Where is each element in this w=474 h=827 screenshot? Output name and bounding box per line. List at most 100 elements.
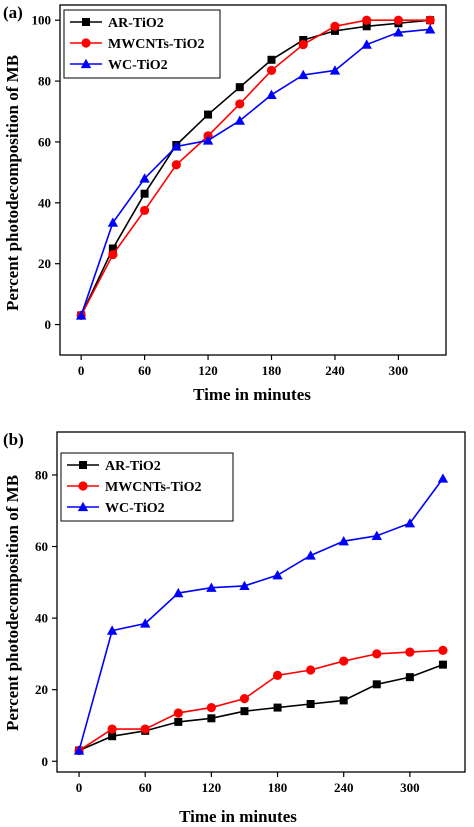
data-point	[108, 244, 117, 253]
data-point	[362, 15, 372, 25]
data-point	[140, 189, 149, 198]
series-circle-b	[74, 645, 448, 756]
series-line	[78, 663, 444, 752]
y-tick-label: 20	[35, 682, 48, 697]
data-point	[437, 473, 449, 483]
series-layer-a	[75, 15, 436, 321]
data-point	[207, 714, 216, 723]
series-line	[80, 28, 431, 316]
data-point	[361, 39, 372, 49]
legend-label: WC-TiO2	[108, 58, 168, 73]
legend-marker	[82, 18, 90, 26]
series-layer-b	[73, 473, 449, 756]
x-axis-title-a: Time in minutes	[193, 385, 311, 404]
data-point	[239, 580, 250, 591]
data-point	[405, 647, 415, 657]
y-tick-label: 0	[45, 317, 52, 332]
chart-panel-a: (a) Percent photodecomposition of MB Tim…	[3, 3, 447, 404]
legend-label: AR-TiO2	[108, 16, 164, 31]
legend-marker	[77, 501, 89, 512]
y-tick-label: 80	[35, 467, 48, 482]
panel-label-b: (b)	[3, 430, 24, 449]
data-point	[329, 65, 341, 75]
data-point	[298, 69, 309, 80]
data-point	[267, 55, 276, 64]
data-point	[235, 99, 245, 109]
ticks-a: 0 60 120 180 240 300 0 20 40 60 80 100	[32, 13, 409, 378]
series-line	[80, 19, 431, 316]
x-tick-label: 240	[325, 363, 345, 378]
data-point	[438, 660, 447, 669]
data-point	[425, 15, 435, 25]
legend-marker	[79, 461, 87, 469]
data-point	[404, 518, 416, 528]
data-point	[140, 724, 150, 734]
data-point	[171, 141, 182, 151]
legend-b: AR-TiO2 MWCNTs-TiO2 WC-TiO2	[60, 452, 234, 522]
x-tick-label: 120	[198, 363, 218, 378]
x-tick-label: 300	[389, 363, 409, 378]
data-point	[266, 65, 277, 76]
series-triangle-a	[75, 24, 436, 320]
y-tick-label: 60	[35, 539, 48, 554]
y-axis-title-b: Percent photodecomposition of MB	[3, 475, 22, 731]
y-tick-label: 40	[38, 195, 51, 210]
x-tick-label: 180	[268, 780, 288, 795]
data-point	[372, 649, 382, 659]
y-tick-label: 40	[35, 611, 48, 626]
series-line	[78, 478, 444, 751]
data-point	[173, 587, 184, 598]
y-tick-label: 0	[42, 754, 49, 769]
ticks-b: 0 60 120 180 240 300 0 20 40 60 80	[35, 467, 420, 795]
data-point	[339, 656, 349, 666]
data-point	[393, 27, 404, 37]
legend-label: WC-TiO2	[105, 501, 165, 516]
x-tick-label: 240	[334, 780, 354, 795]
data-point	[305, 550, 316, 560]
legend-label: AR-TiO2	[105, 459, 161, 474]
data-point	[239, 694, 250, 704]
data-point	[235, 83, 244, 92]
y-tick-label: 80	[38, 74, 51, 89]
data-point	[106, 625, 118, 635]
y-tick-label: 20	[38, 256, 51, 271]
series-line	[78, 649, 443, 752]
series-triangle-b	[73, 473, 449, 755]
legend-label: MWCNTs-TiO2	[105, 480, 201, 495]
data-point	[174, 717, 183, 726]
y-tick-label: 100	[32, 13, 52, 28]
x-tick-label: 60	[138, 363, 151, 378]
data-point	[173, 708, 183, 718]
data-point	[298, 39, 308, 50]
y-tick-label: 60	[38, 134, 51, 149]
y-axis-title-a: Percent photodecomposition of MB	[3, 55, 22, 311]
data-point	[371, 530, 382, 540]
data-point	[108, 249, 118, 260]
data-point	[234, 115, 245, 125]
data-point	[204, 110, 213, 119]
chart-panel-b: (b) Percent photodecomposition of MB Tim…	[3, 430, 466, 826]
data-point	[266, 89, 277, 99]
data-point	[273, 703, 282, 712]
data-point	[107, 724, 117, 734]
data-point	[306, 665, 316, 675]
series-square-b	[75, 660, 447, 755]
legend-label: MWCNTs-TiO2	[108, 37, 204, 52]
data-point	[202, 135, 214, 145]
data-point	[424, 24, 436, 34]
series-line	[80, 19, 431, 316]
data-point	[272, 670, 283, 680]
data-point	[306, 700, 315, 708]
data-point	[171, 160, 181, 170]
plot-frame-b	[56, 431, 466, 773]
legend-marker	[80, 58, 92, 69]
data-point	[107, 217, 119, 227]
x-tick-label: 0	[78, 363, 85, 378]
data-point	[405, 673, 414, 682]
data-point	[362, 22, 371, 31]
x-axis-title-b: Time in minutes	[179, 807, 297, 826]
data-point	[206, 582, 217, 592]
panel-label-a: (a)	[3, 3, 23, 22]
legend-marker	[78, 481, 88, 491]
